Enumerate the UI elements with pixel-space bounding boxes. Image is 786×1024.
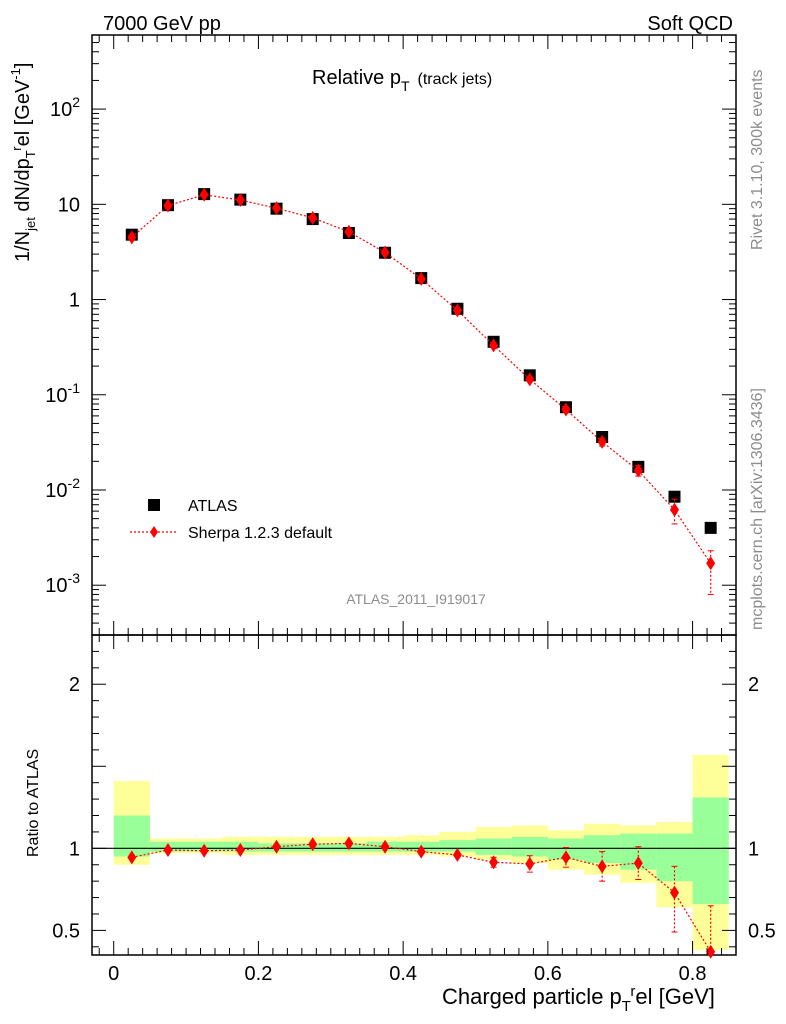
sherpa-data-point [452,303,462,318]
ratio-point [308,837,318,852]
ratio-ylabel: Ratio to ATLAS [25,749,42,857]
ratio-band-green [439,840,476,852]
main-series [125,187,717,595]
main-plot-frame [91,34,737,636]
ratio-point [199,843,209,858]
legend-label-sherpa: Sherpa 1.2.3 default [188,525,333,542]
sherpa-line [131,194,712,564]
ratio-y-tick-label-left: 1 [69,838,80,860]
sherpa-data-point [199,187,209,202]
ratio-band-green [584,835,621,864]
ratio-band-green [656,833,693,882]
main-title-extra: (track jets) [418,71,493,88]
mcplots-label: mcplots.cern.ch [arXiv:1306.3436] [749,388,766,630]
y-tick-label: 1 [69,290,80,312]
sherpa-data-point [669,502,679,517]
y-tick-label: 10-1 [45,380,80,407]
legend: ATLAS Sherpa 1.2.3 default [130,498,333,542]
sherpa-data-point [597,434,607,449]
sherpa-data-point [633,463,643,478]
y-tick-label: 10 [58,194,80,216]
ratio-point [706,944,716,959]
analysis-id: ATLAS_2011_I919017 [346,591,486,607]
atlas-data-point [704,521,717,534]
main-title-text: Relative p [312,67,401,89]
legend-label-atlas: ATLAS [188,498,238,515]
main-title: Relative pT (track jets) [312,67,492,94]
ratio-band-green [113,815,150,857]
ratio-point [597,859,607,874]
ratio-band-green [692,797,729,905]
sherpa-data-point [489,338,499,353]
rivet-label: Rivet 3.1.10, 300k events [749,69,766,250]
ratio-band-green [511,836,548,857]
legend-marker-sherpa [150,526,158,538]
ratio-series [127,836,716,959]
sherpa-data-point [308,210,318,225]
x-tick-label: 0.8 [679,963,707,985]
y-tick-label: 102 [50,94,80,121]
legend-marker-atlas [148,499,160,511]
ratio-point [272,839,282,854]
sherpa-data-point [706,556,716,571]
sherpa-data-point [163,198,173,213]
y-tick-label: 10-3 [45,570,80,597]
ratio-point [380,839,390,854]
ratio-point [669,885,679,900]
ratio-point [416,844,426,859]
x-tick-label: 0.6 [534,963,562,985]
ratio-y-tick-label-right: 0.5 [748,920,776,942]
sherpa-data-point [525,372,535,387]
ratio-point [127,850,137,865]
x-tick-label: 0 [108,963,119,985]
ratio-plot-frame [91,634,737,956]
ratio-band-green [475,838,512,855]
ratio-y-tick-label-left: 0.5 [52,920,80,942]
ratio-point [163,842,173,857]
sherpa-data-point [416,271,426,286]
ratio-point [561,850,571,865]
sherpa-data-point [561,402,571,417]
ratio-point [525,856,535,871]
axes: 0 0.2 0.4 0.6 0.8 10-3 10-2 10-1 1 10 102 0.5 0.5 1 1 2… [45,34,776,985]
ratio-point [235,842,245,857]
ratio-series-line [131,842,712,953]
ratio-point [452,847,462,862]
sherpa-data-point [235,193,245,208]
sherpa-data-point [127,230,137,245]
y-tick-label: 10-2 [45,475,80,502]
ratio-point [489,855,499,870]
header-left: 7000 GeV pp [103,13,221,35]
ratio-y-tick-label-left: 2 [69,674,80,696]
ratio-y-tick-label-right: 1 [748,838,759,860]
sherpa-data-point [272,201,282,216]
main-title-sub: T [401,78,410,94]
x-tick-label: 0.2 [245,963,273,985]
ratio-point [344,836,354,851]
main-ylabel: 1/Njet dN/dpTrel [GeV-1] [8,63,38,262]
x-tick-label: 0.4 [389,963,417,985]
sherpa-data-point [380,245,390,260]
header-right: Soft QCD [647,13,733,35]
ratio-y-tick-label-right: 2 [748,674,759,696]
ratio-xlabel: Charged particle pTrel [GeV] [442,983,715,1015]
ratio-point [633,856,643,871]
sherpa-data-point [344,224,354,239]
